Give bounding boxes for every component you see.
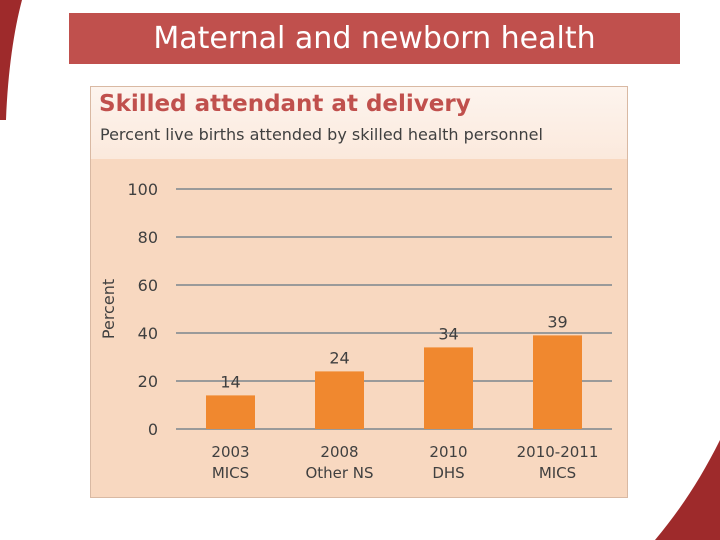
chart-panel: Skilled attendant at delivery Percent li… — [90, 86, 628, 498]
x-tick-label: 2003 — [211, 443, 249, 461]
data-label: 14 — [220, 372, 240, 391]
chart-subtitle: Percent live births attended by skilled … — [100, 125, 543, 144]
x-tick-sublabel: DHS — [432, 464, 464, 482]
y-axis-label: Percent — [99, 279, 118, 339]
x-tick-label: 2008 — [320, 443, 358, 461]
corner-decoration-top-left — [0, 0, 22, 120]
y-tick-label: 80 — [138, 228, 158, 247]
y-tick-label: 60 — [138, 276, 158, 295]
data-label: 39 — [547, 312, 567, 331]
x-tick-sublabel: Other NS — [305, 464, 373, 482]
x-tick-label: 2010 — [429, 443, 467, 461]
y-tick-label: 0 — [148, 420, 158, 439]
y-tick-label: 40 — [138, 324, 158, 343]
chart-header: Skilled attendant at delivery Percent li… — [91, 87, 627, 159]
bar — [533, 335, 582, 429]
x-tick-sublabel: MICS — [212, 464, 249, 482]
y-tick-label: 100 — [127, 180, 158, 199]
y-tick-label: 20 — [138, 372, 158, 391]
bar-chart: 0 20 40 60 80 100 Percent 14 2003 MICS 24 2008 Other… — [99, 180, 612, 482]
x-tick-label: 2010-2011 — [517, 443, 599, 461]
bar — [424, 347, 473, 429]
slide-title: Maternal and newborn health — [69, 13, 680, 64]
chart-title: Skilled attendant at delivery — [99, 91, 471, 117]
bar — [206, 395, 255, 429]
data-label: 24 — [329, 348, 349, 367]
bar — [315, 371, 364, 429]
corner-decoration-bottom-right — [655, 440, 720, 540]
data-label: 34 — [438, 324, 458, 343]
x-tick-sublabel: MICS — [539, 464, 576, 482]
